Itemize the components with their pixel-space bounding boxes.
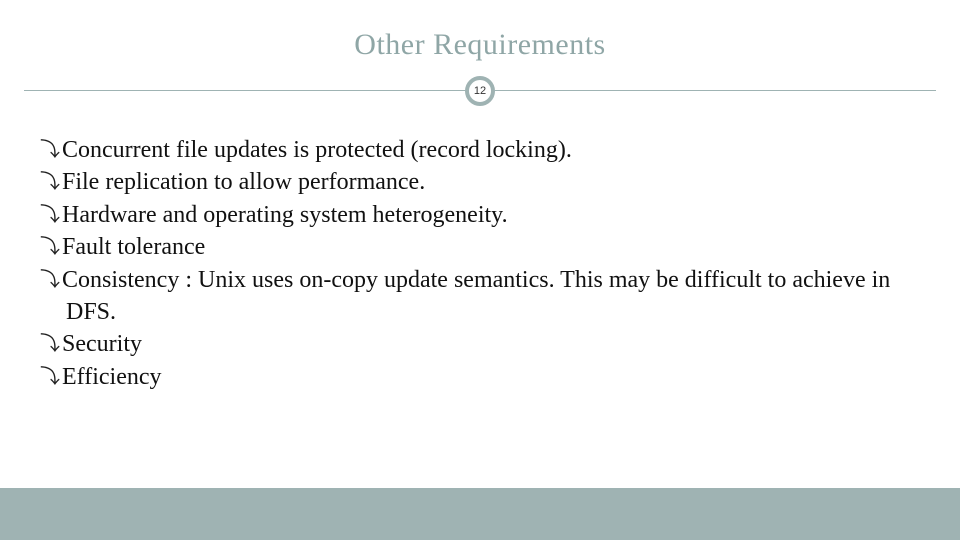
title-divider: 12 xyxy=(0,76,960,106)
bullet-glyph-icon: ⤵ xyxy=(40,202,62,229)
footer-bar xyxy=(0,488,960,540)
bullet-item: ⤵Hardware and operating system heterogen… xyxy=(40,199,920,231)
bullet-glyph-icon: ⤵ xyxy=(40,169,62,196)
bullet-text: Concurrent file updates is protected (re… xyxy=(62,137,572,163)
bullet-text: Efficiency xyxy=(62,364,162,390)
bullet-glyph-icon: ⤵ xyxy=(40,234,62,261)
bullet-glyph-icon: ⤵ xyxy=(40,364,62,391)
bullet-text: Hardware and operating system heterogene… xyxy=(62,202,508,228)
bullet-item: ⤵Efficiency xyxy=(40,361,920,393)
bullet-glyph-icon: ⤵ xyxy=(40,267,62,294)
bullet-item: ⤵File replication to allow performance. xyxy=(40,166,920,198)
bullet-text: Security xyxy=(62,331,142,357)
bullet-text: Fault tolerance xyxy=(62,234,205,260)
bullet-text: Consistency : Unix uses on-copy update s… xyxy=(62,267,890,325)
bullet-item: ⤵Fault tolerance xyxy=(40,231,920,263)
bullet-glyph-icon: ⤵ xyxy=(40,331,62,358)
bullet-glyph-icon: ⤵ xyxy=(40,137,62,164)
bullet-text: File replication to allow performance. xyxy=(62,169,425,195)
bullet-item: ⤵Concurrent file updates is protected (r… xyxy=(40,134,920,166)
bullet-list: ⤵Concurrent file updates is protected (r… xyxy=(40,134,920,393)
bullet-item: ⤵Consistency : Unix uses on-copy update … xyxy=(40,264,920,329)
bullet-item: ⤵Security xyxy=(40,328,920,360)
slide-title: Other Requirements xyxy=(0,28,960,62)
slide-number-badge: 12 xyxy=(465,76,495,106)
content-area: ⤵Concurrent file updates is protected (r… xyxy=(0,106,960,393)
